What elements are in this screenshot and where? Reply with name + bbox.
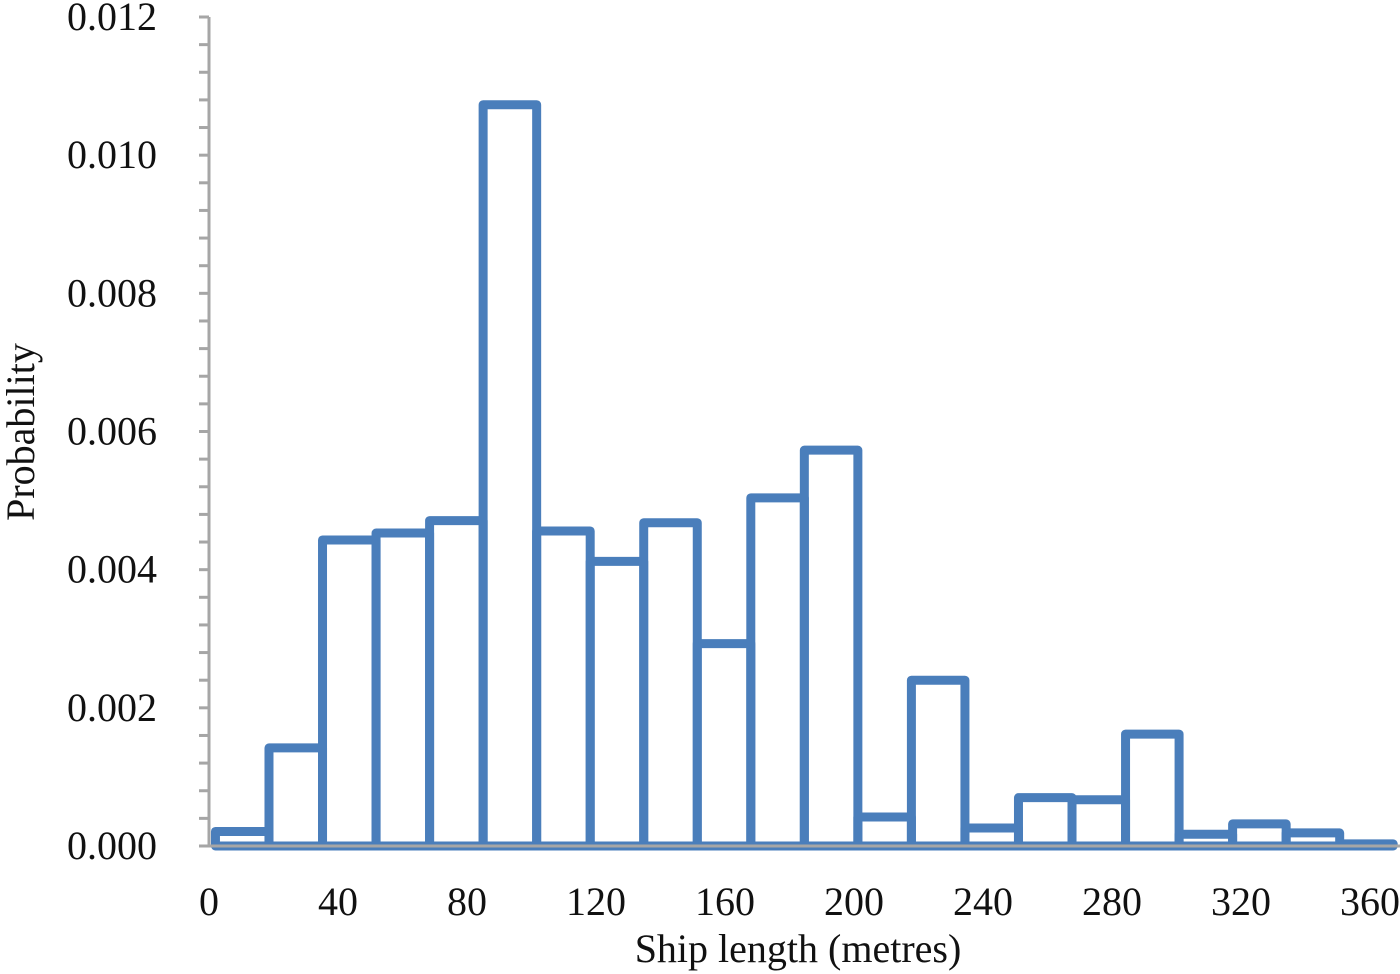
x-tick-label: 160 bbox=[695, 879, 755, 924]
x-tick-label: 120 bbox=[566, 879, 626, 924]
x-tick-label: 200 bbox=[824, 879, 884, 924]
x-axis-label: Ship length (metres) bbox=[635, 926, 962, 971]
x-axis: 0 40 80 120 160 200 240 280 320 360 bbox=[199, 844, 1400, 924]
histogram-bar bbox=[1228, 819, 1291, 851]
histogram-bar bbox=[1013, 793, 1077, 851]
y-tick-label: 0.000 bbox=[67, 823, 157, 868]
histogram-bar bbox=[906, 675, 970, 851]
histogram-bar bbox=[960, 823, 1023, 851]
histogram-bar bbox=[532, 526, 595, 851]
x-tick-label: 320 bbox=[1211, 879, 1271, 924]
x-tick-label: 80 bbox=[447, 879, 487, 924]
histogram-bar bbox=[478, 100, 542, 851]
histogram-bar bbox=[1067, 795, 1131, 851]
histogram-bar bbox=[264, 743, 328, 851]
histogram-bar bbox=[853, 812, 916, 851]
histogram-bar bbox=[210, 826, 274, 851]
y-tick-label: 0.006 bbox=[67, 409, 157, 454]
histogram-bar bbox=[1174, 829, 1238, 851]
x-tick-label: 40 bbox=[318, 879, 358, 924]
x-tick-label: 280 bbox=[1082, 879, 1142, 924]
x-tick-label: 360 bbox=[1340, 879, 1400, 924]
x-tick-label: 0 bbox=[199, 879, 219, 924]
histogram-bar bbox=[585, 556, 649, 851]
y-tick-label: 0.012 bbox=[67, 0, 157, 39]
y-tick-label: 0.008 bbox=[67, 270, 157, 315]
y-axis: 0.000 0.002 0.004 0.006 0.008 0.010 0.012 bbox=[67, 0, 211, 868]
histogram-bars bbox=[210, 100, 1398, 851]
y-axis-label: Probability bbox=[0, 343, 43, 521]
histogram-bar bbox=[746, 493, 809, 851]
histogram-bar bbox=[1281, 828, 1345, 851]
histogram-bar bbox=[692, 639, 756, 851]
x-tick-label: 240 bbox=[953, 879, 1013, 924]
y-tick-label: 0.002 bbox=[67, 685, 157, 730]
y-tick-label: 0.010 bbox=[67, 132, 157, 177]
histogram-bar bbox=[371, 528, 435, 851]
histogram-bar bbox=[318, 535, 381, 851]
histogram-bar bbox=[799, 445, 863, 851]
histogram-bar bbox=[1121, 729, 1184, 851]
y-tick-label: 0.004 bbox=[67, 547, 157, 592]
histogram-bar bbox=[639, 518, 702, 851]
histogram-bar bbox=[425, 516, 488, 851]
